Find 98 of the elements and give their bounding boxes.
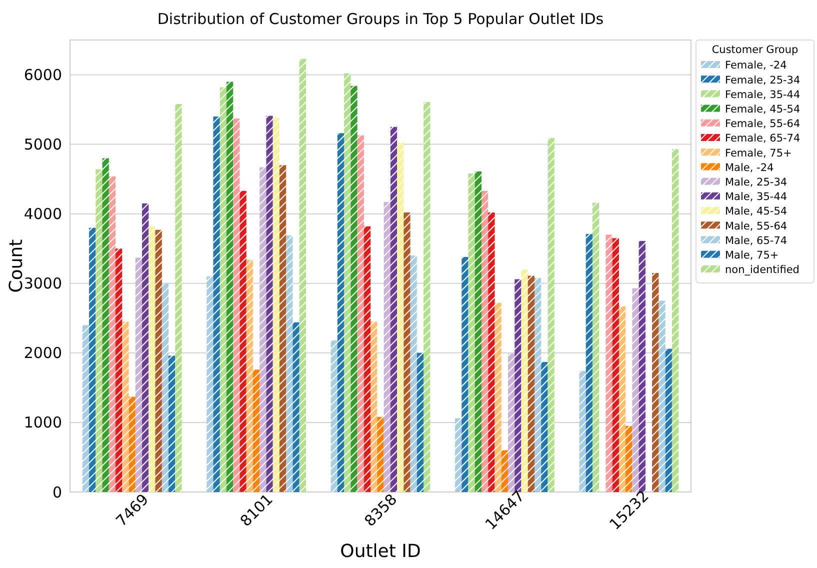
bar <box>514 279 522 492</box>
bar <box>672 149 679 492</box>
bar <box>82 325 90 492</box>
bar <box>606 234 612 492</box>
bar <box>233 118 240 492</box>
bar <box>404 212 410 492</box>
legend-label: non_identified <box>725 264 800 276</box>
bar <box>279 165 286 492</box>
legend-label: Female, 75+ <box>725 147 792 160</box>
legend-label: Male, 25-34 <box>725 176 788 188</box>
bar <box>579 371 586 492</box>
bar <box>494 302 502 492</box>
legend-label: Male, 35-44 <box>725 191 788 204</box>
bar <box>142 203 149 492</box>
bar <box>541 362 548 492</box>
bar <box>665 348 672 492</box>
bar <box>344 73 351 492</box>
y-tick-label: 3000 <box>24 274 62 293</box>
bar <box>455 418 462 492</box>
bar <box>626 426 632 492</box>
bar <box>292 322 300 492</box>
legend-label: Female, 55-64 <box>725 118 800 130</box>
bar <box>116 248 122 492</box>
bar <box>384 202 390 492</box>
bar <box>168 356 176 492</box>
bar <box>89 228 96 492</box>
bar <box>652 272 659 492</box>
bar <box>586 234 592 492</box>
bar <box>364 226 371 492</box>
bar <box>350 86 358 492</box>
x-axis-title: Outlet ID <box>340 541 421 562</box>
legend-label: Female, 45-54 <box>725 103 800 116</box>
bar <box>108 176 116 492</box>
legend-label: Female, -24 <box>725 60 788 72</box>
bar <box>632 288 639 492</box>
bar <box>462 256 468 492</box>
bar <box>272 118 280 492</box>
bar <box>501 450 508 492</box>
bar <box>226 82 234 492</box>
legend-label: Male, 45-54 <box>725 206 788 218</box>
bar <box>468 174 475 492</box>
legend-label: Male, 55-64 <box>725 220 788 232</box>
bar <box>252 370 260 492</box>
bar <box>286 235 293 492</box>
bar <box>162 283 169 492</box>
bar <box>482 190 488 492</box>
y-tick-label: 0 <box>52 483 62 502</box>
bar <box>96 169 102 492</box>
bar <box>521 269 528 492</box>
bar <box>548 138 554 492</box>
legend-label: Female, 35-44 <box>725 88 800 101</box>
bar <box>240 190 246 492</box>
legend-title: Customer Group <box>712 44 798 56</box>
bar <box>128 396 136 492</box>
bar <box>618 306 626 492</box>
bar <box>220 87 226 492</box>
y-tick-label: 5000 <box>24 136 62 154</box>
bar <box>155 230 162 492</box>
legend-label: Male, -24 <box>725 162 774 174</box>
bar <box>416 352 424 492</box>
bar <box>357 135 364 492</box>
bar <box>102 158 109 492</box>
bar <box>508 354 515 492</box>
bar <box>337 133 344 492</box>
bar <box>612 238 619 492</box>
bar <box>534 278 542 492</box>
bar <box>122 322 129 492</box>
legend-label: Female, 25-34 <box>725 74 800 86</box>
y-tick-label: 4000 <box>24 205 62 224</box>
bar <box>424 102 430 492</box>
bar <box>592 202 600 492</box>
bar <box>638 240 646 492</box>
bar <box>397 142 404 492</box>
legend-label: Male, 75+ <box>725 249 779 262</box>
bar <box>488 212 495 492</box>
bar <box>330 340 338 492</box>
bar <box>299 58 306 492</box>
bar <box>260 167 266 492</box>
legend-label: Male, 65-74 <box>725 234 788 247</box>
y-tick-label: 6000 <box>24 66 62 84</box>
y-tick-label: 2000 <box>24 344 62 362</box>
bar <box>390 126 398 492</box>
bar <box>213 116 220 492</box>
bar <box>135 258 142 492</box>
bar <box>377 416 384 492</box>
bar <box>370 322 378 492</box>
bar <box>175 104 182 492</box>
bar <box>246 260 253 492</box>
bar <box>266 116 273 492</box>
y-tick-label: 1000 <box>24 414 62 432</box>
legend-label: Female, 65-74 <box>725 132 800 145</box>
bar <box>206 276 214 492</box>
chart-title: Distribution of Customer Groups in Top 5 Popular Outlet IDs <box>157 10 604 28</box>
bar <box>148 226 156 492</box>
bar <box>658 300 666 492</box>
bar <box>528 276 535 492</box>
bar <box>474 171 482 492</box>
bar <box>410 256 417 492</box>
